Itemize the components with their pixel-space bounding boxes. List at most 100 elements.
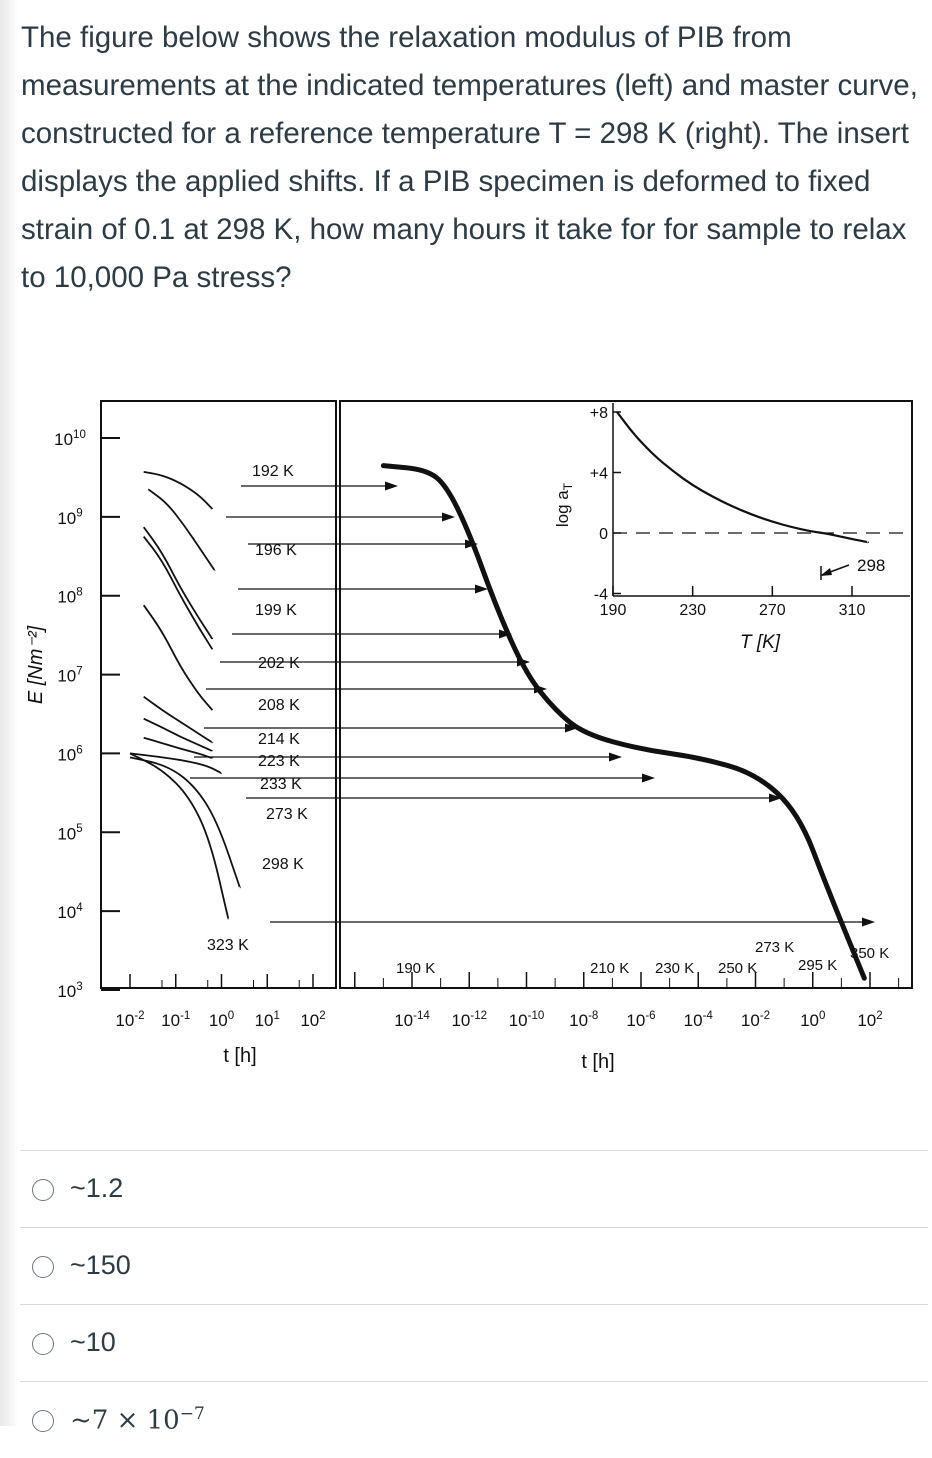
answer-option-2[interactable]: ~150 [20, 1227, 928, 1304]
tick-base: 10 [255, 1011, 274, 1030]
tick-base: 10 [626, 1011, 645, 1030]
shift-arrowhead [442, 512, 455, 522]
x-tick-label: 10-6 [626, 1010, 655, 1030]
inset-y-tick-label: +4 [590, 466, 608, 483]
master-curve [380, 463, 867, 981]
shift-arrowhead [642, 773, 655, 783]
tick-exponent: 2 [319, 1010, 325, 1022]
master-temperature-label: 350 K [850, 945, 889, 962]
temperature-label: 196 K [255, 542, 297, 559]
tick-exponent: 3 [76, 981, 82, 993]
answer-option-4[interactable]: ~7 × 10−7 [20, 1381, 928, 1458]
relaxation-curve [129, 756, 241, 889]
radio-button[interactable] [32, 1179, 54, 1201]
temperature-label: 223 K [258, 753, 300, 770]
left-panel-frame [100, 400, 337, 989]
x-tick-label: 10-1 [161, 1010, 190, 1030]
temperature-label: 192 K [252, 463, 294, 480]
tick-base: 10 [209, 1011, 228, 1030]
y-tick-label: 107 [57, 665, 82, 685]
inset-shift-curve [616, 411, 870, 544]
answer-label: ~150 [70, 1250, 131, 1280]
tick-base: 10 [57, 824, 76, 843]
x-tick-label: 10-4 [684, 1010, 714, 1030]
tick-exponent: -14 [413, 1010, 430, 1022]
answer-label: ~7 × 10−7 [70, 1404, 205, 1436]
tick-base: 10 [57, 667, 76, 686]
tick-exponent: 6 [76, 744, 82, 756]
radio-button[interactable] [32, 1333, 54, 1355]
x-tick-label: 10-2 [115, 1010, 144, 1030]
shift-arrowhead [565, 723, 578, 733]
x-tick-label: 100 [209, 1010, 234, 1030]
answer-options: ~1.2 ~150 ~10 ~7 × 10−7 [20, 1150, 928, 1458]
tick-base: 10 [57, 903, 76, 922]
master-temperature-label: 190 K [396, 960, 435, 977]
temperature-label: 202 K [258, 655, 300, 672]
tick-base: 10 [800, 1011, 819, 1030]
inset-x-tick-label: 190 [600, 602, 627, 619]
tick-exponent: -4 [703, 1010, 714, 1022]
inset-x-label: T [K] [740, 632, 781, 653]
temperature-label: 233 K [260, 776, 302, 793]
tick-base: 10 [161, 1011, 180, 1030]
y-tick-label: 105 [57, 823, 82, 843]
temperature-label: 208 K [258, 697, 300, 714]
relaxation-curve [143, 695, 214, 744]
x-tick-label: 10-14 [394, 1010, 430, 1030]
radio-button[interactable] [32, 1410, 54, 1432]
answer-label: ~10 [70, 1327, 116, 1357]
tick-exponent: 2 [876, 1010, 882, 1022]
tick-base: 10 [394, 1011, 413, 1030]
shift-arrowhead [769, 793, 782, 803]
relaxation-curve [142, 604, 214, 711]
tick-exponent: 5 [76, 823, 82, 835]
right-x-axis-ticks: 10-14 10-12 10-10 10-8 10-6 10-4 10-2 100 102 [354, 972, 900, 1030]
inset-y-label: log aT [553, 482, 575, 527]
master-temperature-label: 295 K [798, 957, 837, 974]
shift-arrowhead [475, 584, 488, 594]
left-panel-temperature-labels: 192 K 196 K 199 K 202 K 208 K 214 K 223 K 233 K… [207, 463, 308, 954]
tick-exponent: -2 [760, 1010, 770, 1022]
inset-y-ticks: +8 +4 0 -4 [590, 405, 621, 604]
radio-button[interactable] [32, 1256, 54, 1278]
tick-exponent: 7 [76, 665, 82, 677]
answer-option-3[interactable]: ~10 [20, 1304, 928, 1381]
relaxation-curve [143, 736, 213, 760]
inset-y-tick-label: -4 [594, 587, 608, 604]
right-panel-frame [339, 400, 913, 989]
relaxation-curve [142, 536, 214, 650]
inset-x-tick-label: 230 [679, 602, 706, 619]
x-tick-label: 10-2 [741, 1010, 770, 1030]
reference-temperature-label: 298 [857, 556, 885, 575]
tick-base: 10 [741, 1011, 760, 1030]
tick-base: 10 [57, 509, 76, 528]
answer-option-1[interactable]: ~1.2 [20, 1150, 928, 1227]
y-tick-label: 104 [57, 902, 83, 922]
shift-factor-inset: log aT +8 +4 0 -4 190 230 270 310 T [K] 298 [553, 403, 910, 653]
tick-exponent: 1 [274, 1010, 280, 1022]
tick-exponent: -2 [134, 1010, 144, 1022]
tick-exponent: 8 [76, 587, 82, 599]
temperature-label: 298 K [262, 856, 304, 873]
y-tick-label: 103 [57, 981, 82, 1001]
inset-x-ticks: 190 230 270 310 [600, 586, 866, 619]
relaxation-curve [147, 488, 216, 572]
tick-base: 10 [451, 1011, 470, 1030]
x-tick-label: 102 [857, 1010, 882, 1030]
temperature-label: 199 K [255, 602, 297, 619]
inset-x-tick-label: 310 [839, 602, 866, 619]
inset-y-tick-label: 0 [599, 526, 608, 543]
x-tick-label: 10-12 [451, 1010, 487, 1030]
tick-base: 10 [300, 1011, 319, 1030]
tick-exponent: -12 [470, 1010, 487, 1022]
answer-label: ~1.2 [70, 1173, 124, 1203]
x-tick-label: 101 [255, 1010, 280, 1030]
inset-x-tick-label: 270 [759, 602, 786, 619]
shift-arrowhead [609, 752, 622, 762]
master-temperature-label: 230 K [655, 960, 694, 977]
relaxation-curve [143, 471, 214, 510]
relaxation-curve [129, 752, 223, 775]
